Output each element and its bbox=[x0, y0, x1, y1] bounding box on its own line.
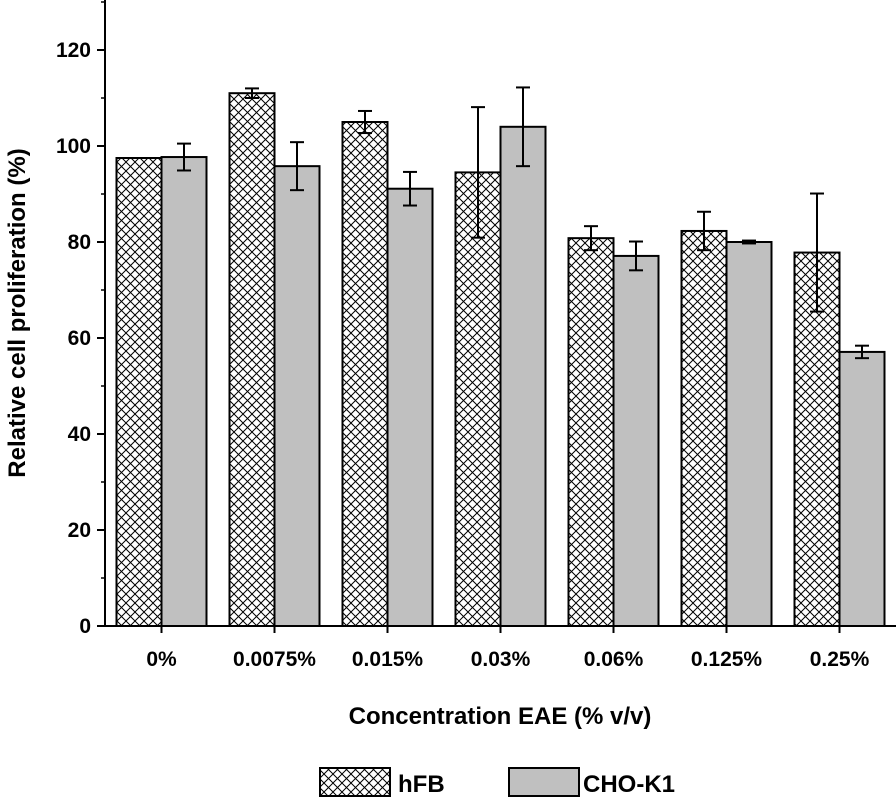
bar-cho-k1-1 bbox=[273, 165, 321, 627]
bar-cho-k1-0 bbox=[160, 156, 208, 627]
y-tick-label: 80 bbox=[68, 231, 91, 254]
legend: hFB CHO-K1 bbox=[319, 767, 675, 798]
y-tick-label: 20 bbox=[68, 519, 91, 542]
bar-cho-k1-3 bbox=[499, 125, 547, 628]
bar-hfb-1 bbox=[228, 92, 276, 627]
bar-cho-k1-5 bbox=[725, 241, 773, 627]
error-bars bbox=[177, 86, 869, 360]
y-axis-title: Relative cell proliferation (%) bbox=[4, 148, 31, 477]
bar-hfb-3 bbox=[454, 171, 502, 627]
bar-hfb-2 bbox=[341, 121, 389, 627]
bar-hfb-5 bbox=[680, 229, 728, 628]
legend-swatch-cho-k1 bbox=[508, 767, 580, 797]
x-tick-label: 0.25% bbox=[810, 648, 870, 671]
legend-label-hfb: hFB bbox=[398, 771, 445, 798]
bar-cho-k1-4 bbox=[612, 254, 660, 627]
x-tick-label: 0.03% bbox=[471, 648, 531, 671]
x-tick-label: 0.0075% bbox=[233, 648, 316, 671]
bar-hfb-4 bbox=[567, 237, 615, 627]
x-tick-label: 0.015% bbox=[352, 648, 424, 671]
bars bbox=[115, 92, 886, 628]
y-tick-label: 120 bbox=[56, 39, 91, 62]
y-tick-label: 0 bbox=[79, 615, 91, 638]
x-axis-title: Concentration EAE (% v/v) bbox=[349, 703, 652, 730]
x-tick-label: 0.06% bbox=[584, 648, 644, 671]
y-tick-label: 40 bbox=[68, 423, 91, 446]
x-ticks: 0% 0.0075% 0.015% 0.03% 0.06% 0.125% 0.25% bbox=[146, 626, 870, 671]
bar-cho-k1-2 bbox=[386, 187, 434, 627]
legend-swatch-hfb bbox=[319, 767, 391, 797]
bar-cho-k1-6 bbox=[838, 350, 886, 627]
legend-label-cho-k1: CHO-K1 bbox=[583, 771, 675, 798]
bar-hfb-6 bbox=[793, 251, 841, 627]
y-ticks: 0 20 40 60 80 100 120 bbox=[56, 1, 105, 638]
y-tick-label: 60 bbox=[68, 327, 91, 350]
bar-hfb-0 bbox=[115, 157, 163, 627]
x-tick-label: 0% bbox=[146, 648, 177, 671]
y-tick-label: 100 bbox=[56, 135, 91, 158]
x-tick-label: 0.125% bbox=[691, 648, 763, 671]
